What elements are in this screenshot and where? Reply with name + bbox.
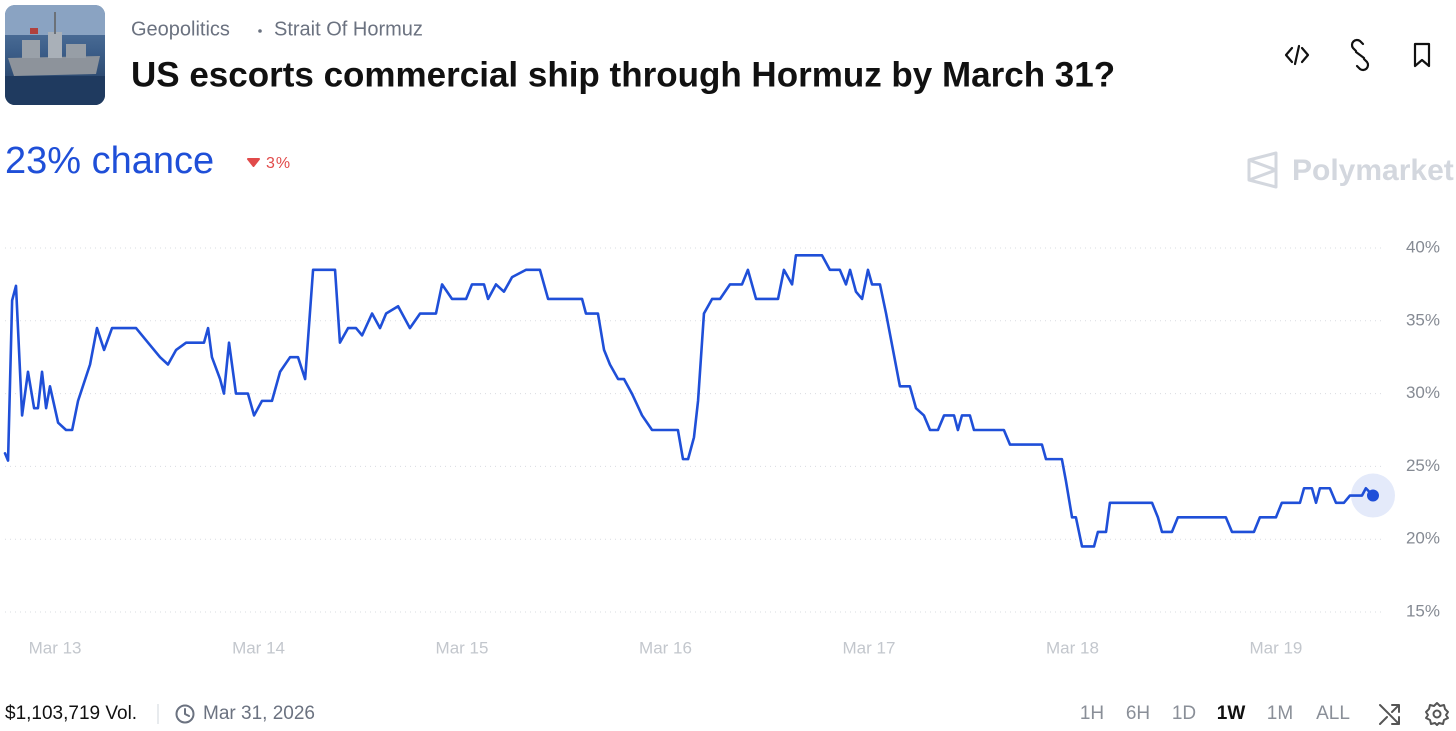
- timeframe-option[interactable]: 1H: [1080, 703, 1104, 724]
- y-tick-label: 40%: [1406, 237, 1440, 256]
- y-tick-label: 35%: [1406, 310, 1440, 329]
- chance-label: 23% chance: [5, 140, 214, 182]
- copy-link-button[interactable]: [1350, 38, 1370, 72]
- timeframe-option[interactable]: 1W: [1217, 703, 1246, 724]
- timeframe-option[interactable]: 1D: [1172, 703, 1196, 724]
- end-date: Mar 31, 2026: [203, 703, 315, 724]
- y-tick-label: 30%: [1406, 383, 1440, 402]
- timeframe-option[interactable]: ALL: [1316, 703, 1350, 724]
- embed-button[interactable]: [1284, 44, 1310, 66]
- x-tick-label: Mar 19: [1249, 638, 1302, 657]
- y-tick-label: 25%: [1406, 456, 1440, 475]
- price-line: [3, 253, 1375, 548]
- market-thumbnail: [5, 5, 105, 105]
- timeframe-option[interactable]: 1M: [1267, 703, 1293, 724]
- volume: $1,103,719 Vol.: [5, 703, 137, 724]
- timeframe-option[interactable]: 6H: [1126, 703, 1150, 724]
- price-chart: 15% 20% 25% 30% 35% 40% Mar 13 Mar 14 Mar 15 Mar …: [3, 237, 1440, 657]
- change-label: 3%: [266, 155, 291, 172]
- clock-icon: [175, 704, 195, 724]
- y-tick-label: 15%: [1406, 601, 1440, 620]
- x-tick-label: Mar 17: [843, 638, 896, 657]
- settings-button[interactable]: [1425, 702, 1449, 726]
- y-tick-label: 20%: [1406, 529, 1440, 548]
- x-tick-label: Mar 15: [436, 638, 489, 657]
- brand-name: Polymarket: [1292, 154, 1454, 187]
- subcategory[interactable]: Strait Of Hormuz: [274, 18, 423, 40]
- bookmark-button[interactable]: [1413, 42, 1431, 68]
- shuffle-button[interactable]: [1379, 704, 1400, 725]
- change-down-icon: [247, 158, 260, 167]
- x-tick-label: Mar 14: [232, 638, 285, 657]
- brand-logo: [1247, 151, 1278, 189]
- x-tick-label: Mar 13: [29, 638, 82, 657]
- separator-dot: [258, 29, 262, 33]
- market-title: US escorts commercial ship through Hormu…: [131, 55, 1115, 94]
- current-point: [1366, 489, 1379, 502]
- timeframe-selector: 1H 6H 1D 1W 1M ALL: [1080, 703, 1350, 724]
- x-tick-label: Mar 16: [639, 638, 692, 657]
- x-tick-label: Mar 18: [1046, 638, 1099, 657]
- category[interactable]: Geopolitics: [131, 18, 230, 40]
